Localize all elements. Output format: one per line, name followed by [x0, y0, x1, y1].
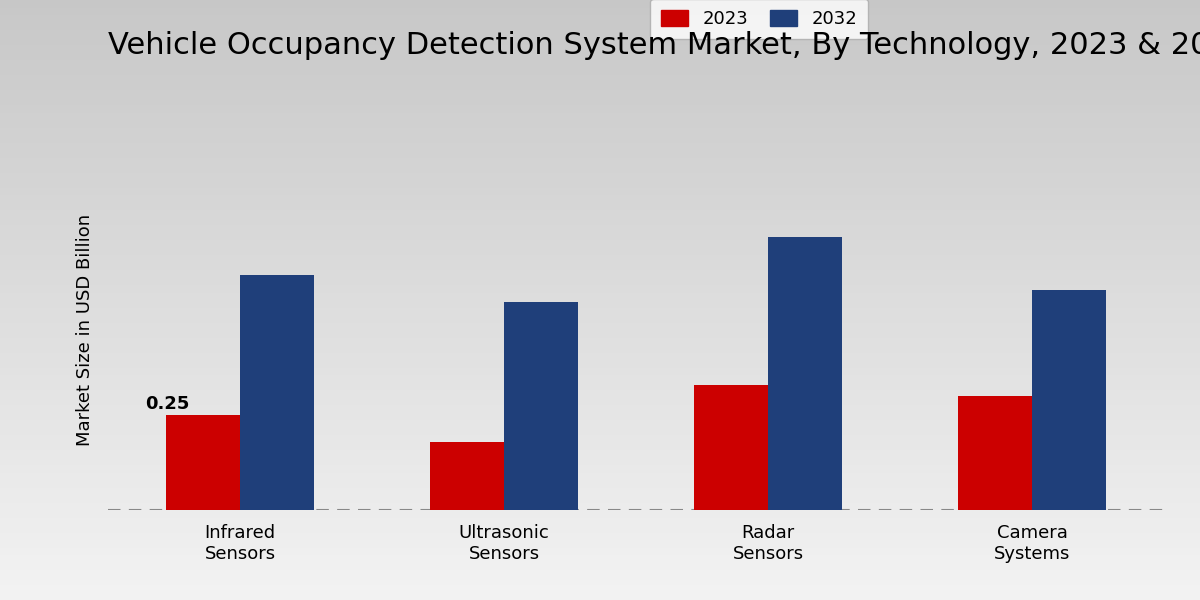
Bar [0, 247, 1200, 255]
Legend: 2023, 2032: 2023, 2032 [650, 0, 869, 39]
Bar [694, 385, 768, 510]
Bar [0, 465, 1200, 473]
Bar [0, 360, 1200, 367]
Bar [0, 345, 1200, 352]
Bar [0, 157, 1200, 165]
Bar [0, 217, 1200, 225]
Bar [0, 150, 1200, 157]
Bar [0, 82, 1200, 90]
Bar [0, 45, 1200, 52]
Bar [0, 533, 1200, 540]
Bar [0, 270, 1200, 277]
Bar [0, 323, 1200, 330]
Bar [0, 495, 1200, 503]
Bar [0, 487, 1200, 495]
Bar [0, 457, 1200, 465]
Bar [0, 105, 1200, 113]
Bar [0, 67, 1200, 75]
Bar [0, 165, 1200, 173]
Bar [0, 113, 1200, 120]
Bar [0, 285, 1200, 292]
Bar [0, 232, 1200, 240]
Bar [0, 142, 1200, 150]
Bar [0, 367, 1200, 375]
Bar [768, 237, 842, 510]
Bar [0, 7, 1200, 15]
Bar [0, 0, 1200, 7]
Bar [166, 415, 240, 510]
Bar [0, 480, 1200, 487]
Bar [504, 302, 578, 510]
Bar [0, 473, 1200, 480]
Bar [0, 135, 1200, 142]
Bar [0, 315, 1200, 323]
Bar [0, 525, 1200, 533]
Bar [958, 397, 1032, 510]
Bar [0, 15, 1200, 22]
Bar [0, 307, 1200, 315]
Bar [0, 383, 1200, 390]
Bar [0, 443, 1200, 450]
Bar [0, 593, 1200, 600]
Bar [0, 225, 1200, 232]
Bar [0, 435, 1200, 443]
Bar [0, 90, 1200, 97]
Bar [240, 275, 314, 510]
Bar [0, 510, 1200, 517]
Bar [0, 375, 1200, 383]
Bar [0, 585, 1200, 593]
Bar [0, 97, 1200, 105]
Bar [0, 555, 1200, 563]
Bar [0, 503, 1200, 510]
Bar [0, 277, 1200, 285]
Bar [0, 187, 1200, 195]
Bar [0, 292, 1200, 300]
Bar [0, 420, 1200, 427]
Bar [1032, 290, 1106, 510]
Bar [0, 210, 1200, 217]
Bar [0, 263, 1200, 270]
Bar [0, 300, 1200, 307]
Text: 0.25: 0.25 [145, 395, 190, 413]
Bar [0, 427, 1200, 435]
Bar [0, 173, 1200, 180]
Bar [0, 240, 1200, 247]
Text: Vehicle Occupancy Detection System Market, By Technology, 2023 & 2032: Vehicle Occupancy Detection System Marke… [108, 31, 1200, 60]
Bar [0, 405, 1200, 413]
Bar [0, 22, 1200, 30]
Bar [0, 352, 1200, 360]
Bar [0, 390, 1200, 397]
Bar [0, 413, 1200, 420]
Bar [0, 337, 1200, 345]
Y-axis label: Market Size in USD Billion: Market Size in USD Billion [76, 214, 94, 446]
Bar [0, 255, 1200, 263]
Bar [0, 120, 1200, 127]
Bar [0, 563, 1200, 570]
Bar [0, 60, 1200, 67]
Bar [0, 540, 1200, 547]
Bar [0, 180, 1200, 187]
Bar [0, 195, 1200, 202]
Bar [0, 577, 1200, 585]
Bar [0, 202, 1200, 210]
Bar [0, 517, 1200, 525]
Bar [0, 450, 1200, 457]
Bar [0, 397, 1200, 405]
Bar [0, 52, 1200, 60]
Bar [0, 330, 1200, 337]
Bar [0, 547, 1200, 555]
Bar [0, 30, 1200, 37]
Bar [0, 127, 1200, 135]
Bar [0, 75, 1200, 82]
Bar [0, 570, 1200, 577]
Bar [430, 442, 504, 510]
Bar [0, 37, 1200, 45]
